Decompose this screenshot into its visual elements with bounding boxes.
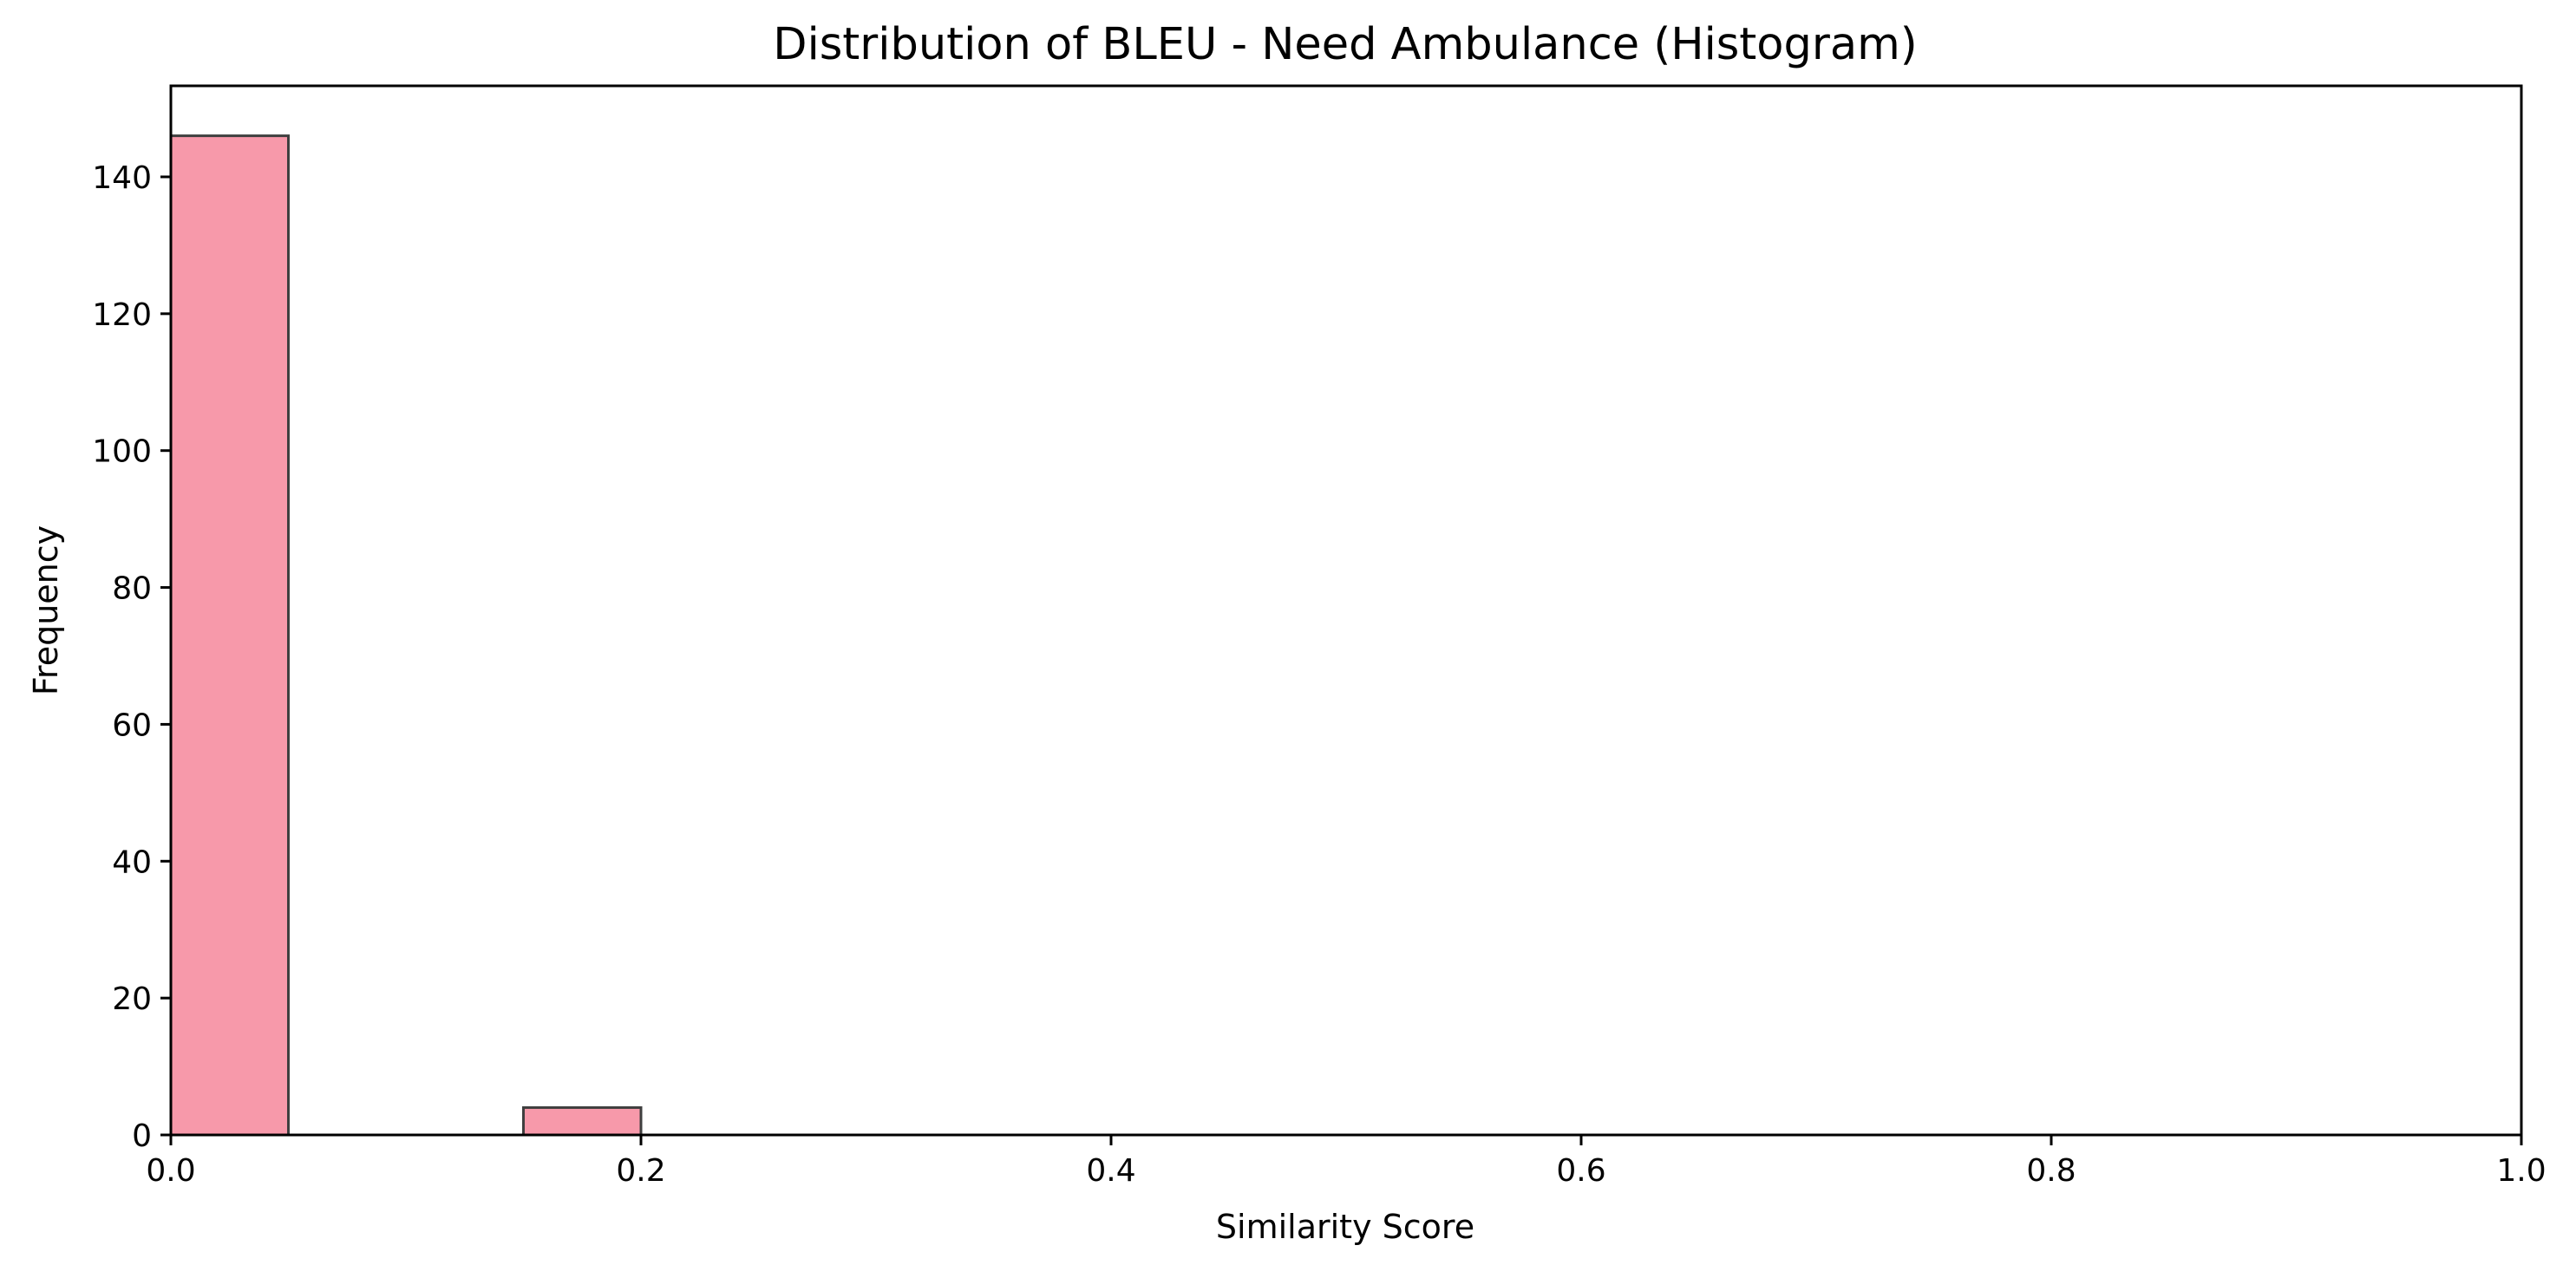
bars-layer (169, 134, 643, 1137)
y-tick-label: 100 (92, 434, 152, 470)
x-tick-label: 1.0 (2496, 1153, 2546, 1189)
y-tick-label: 60 (112, 707, 152, 743)
y-axis-label: Frequency (27, 525, 65, 695)
histogram-bar-1 (522, 1105, 643, 1137)
x-tick-label: 0.8 (2026, 1153, 2076, 1189)
y-tick-label: 0 (132, 1118, 152, 1154)
x-tick-label: 0.4 (1086, 1153, 1135, 1189)
y-axis: 0 20 40 60 80 100 120 140 (92, 160, 171, 1154)
y-tick-label: 140 (92, 160, 152, 196)
x-tick-label: 0.6 (1556, 1153, 1605, 1189)
histogram-bar-0 (169, 134, 290, 1137)
y-tick-label: 20 (112, 981, 152, 1017)
x-axis-label: Similarity Score (1216, 1208, 1474, 1246)
x-tick-label: 0.0 (146, 1153, 195, 1189)
y-tick-label: 120 (92, 297, 152, 333)
y-tick-label: 80 (112, 571, 152, 607)
x-axis: 0.0 0.2 0.4 0.6 0.8 1.0 (146, 1135, 2547, 1189)
y-tick-label: 40 (112, 844, 152, 880)
chart-title: Distribution of BLEU - Need Ambulance (H… (773, 19, 1917, 70)
plot-frame (169, 84, 2523, 1137)
x-tick-label: 0.2 (616, 1153, 665, 1189)
